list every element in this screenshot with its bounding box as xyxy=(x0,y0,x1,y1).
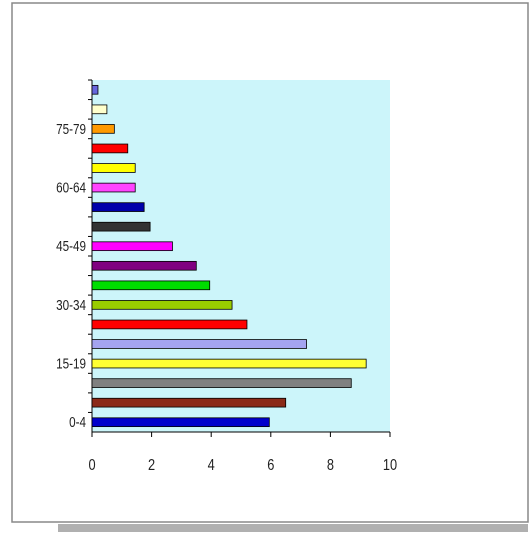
x-tick-label-4: 4 xyxy=(208,457,215,475)
bar-70-74 xyxy=(91,143,129,154)
plot-area xyxy=(92,80,390,432)
x-tick-label-8: 8 xyxy=(327,457,334,475)
y-ticks-group: 0-4 15-19 30-34 45-49 60-64 75-79 xyxy=(56,79,92,431)
bar-50-54 xyxy=(91,221,151,232)
bar-10-14 xyxy=(91,378,352,388)
bar-15-19 xyxy=(91,358,367,369)
bar-30-34 xyxy=(91,300,233,310)
x-ticks-group: 0 2 4 6 8 10 xyxy=(88,432,397,474)
y-tick-label-15-19: 15-19 xyxy=(56,355,86,372)
bars-group xyxy=(91,84,367,428)
bar-55-59 xyxy=(91,202,145,212)
x-tick-label-2: 2 xyxy=(148,457,155,475)
bar-75-79 xyxy=(91,124,115,134)
bar-40-44 xyxy=(91,260,197,271)
y-tick-label-75-79: 75-79 xyxy=(56,121,86,138)
bar-35-39 xyxy=(91,280,211,291)
x-tick-label-6: 6 xyxy=(267,457,274,475)
y-tick-label-60-64: 60-64 xyxy=(56,179,86,196)
y-tick-label-45-49: 45-49 xyxy=(56,238,86,255)
bar-20-24 xyxy=(91,339,307,349)
bar-80-84 xyxy=(91,104,108,115)
bar-85+ xyxy=(91,84,99,95)
bar-45-49 xyxy=(91,241,173,252)
bar-25-29 xyxy=(91,319,248,330)
y-tick-label-0-4: 0-4 xyxy=(69,414,86,431)
bar-5-9 xyxy=(91,397,287,408)
y-tick-label-30-34: 30-34 xyxy=(56,297,86,314)
bar-0-4 xyxy=(91,417,270,428)
x-tick-label-0: 0 xyxy=(88,457,95,475)
frame-shadow xyxy=(58,524,528,532)
bar-65-69 xyxy=(91,163,136,173)
bar-60-64 xyxy=(91,182,136,193)
x-tick-label-10: 10 xyxy=(383,457,397,475)
